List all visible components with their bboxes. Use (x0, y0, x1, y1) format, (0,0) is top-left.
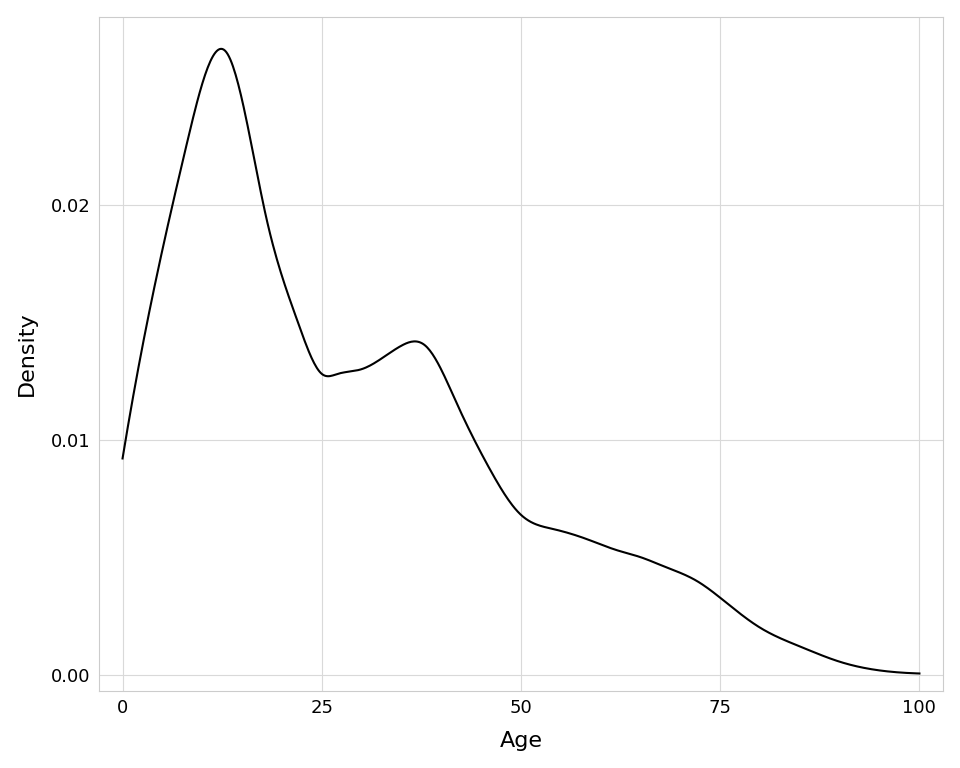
X-axis label: Age: Age (499, 731, 542, 751)
Y-axis label: Density: Density (16, 312, 36, 396)
